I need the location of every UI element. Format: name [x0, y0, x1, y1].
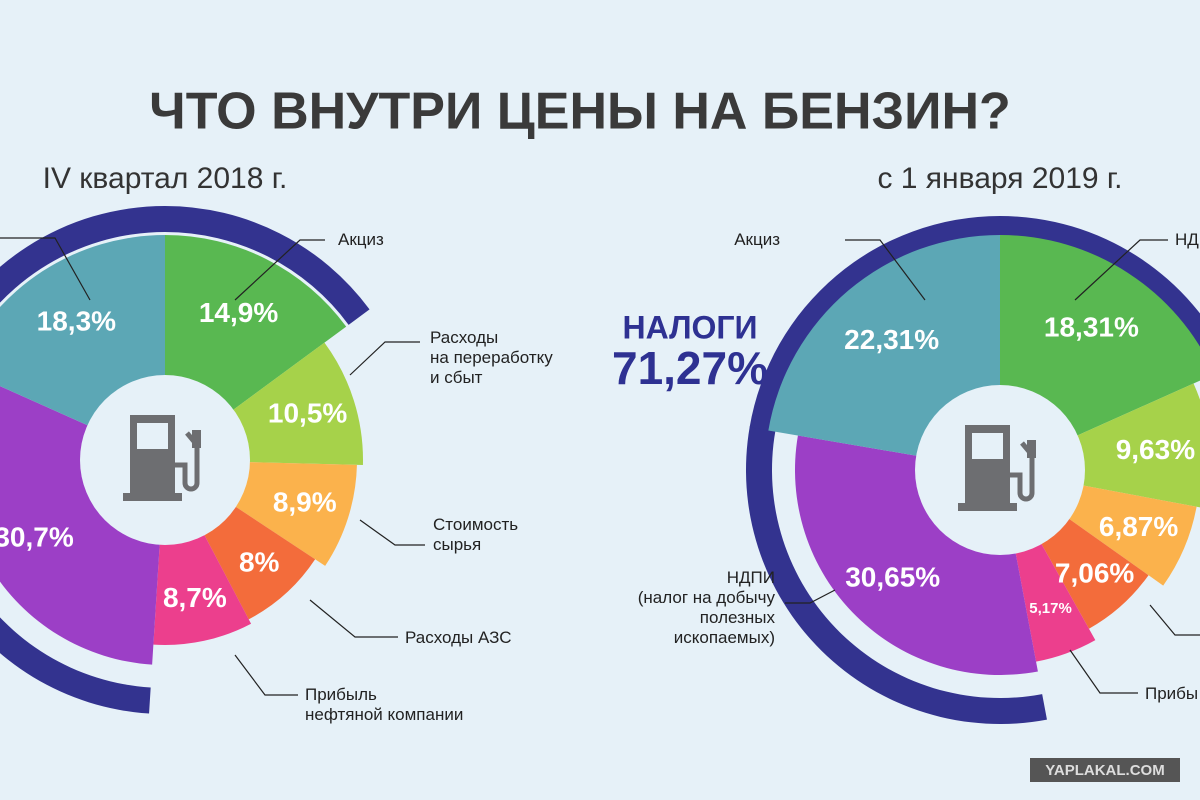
- pie-slice: [1000, 235, 1200, 436]
- slice-label: Стоимость сырья: [433, 515, 519, 554]
- watermark-box: [1030, 758, 1180, 782]
- leader-line: [1149, 604, 1200, 636]
- taxes-label: НАЛОГИ: [622, 309, 757, 345]
- pump-icon: [1027, 440, 1036, 458]
- pump-icon: [192, 430, 201, 448]
- pump-icon: [137, 423, 168, 449]
- value-label: 8,9%: [273, 486, 337, 517]
- slice-label: Прибы: [1145, 684, 1199, 703]
- value-label: 18,3%: [37, 306, 116, 337]
- leader-line: [309, 599, 398, 638]
- leader-line: [1069, 649, 1138, 694]
- slice-label: Акциз: [338, 230, 384, 249]
- slice-label: НД: [1175, 230, 1199, 249]
- leader-line: [234, 654, 298, 696]
- value-label: 30,65%: [845, 561, 940, 592]
- value-label: 22,31%: [844, 324, 939, 355]
- pie-slice: [1015, 543, 1096, 662]
- leader-line: [349, 341, 420, 376]
- pie-slice: [165, 235, 347, 411]
- pie-slice: [235, 462, 357, 566]
- tax-arc: [0, 206, 165, 303]
- pie-slice: [794, 435, 1038, 675]
- pump-icon: [972, 433, 1003, 459]
- pie-slice: [1068, 485, 1197, 586]
- slice-label: Прибыль нефтяной компании: [305, 685, 464, 724]
- leader-line: [234, 239, 325, 301]
- value-label: 8,7%: [163, 582, 227, 613]
- slice-label: НДПИ (налог на добычу полезных ископаемы…: [637, 568, 775, 647]
- slice-label: Расходы на переработку и сбыт: [430, 328, 553, 387]
- value-label: 5,17%: [1029, 600, 1072, 617]
- leader-line: [0, 237, 91, 301]
- subtitle: с 1 января 2019 г.: [877, 162, 1122, 195]
- value-label: 18,31%: [1044, 311, 1139, 342]
- tax-arc: [1000, 216, 1200, 361]
- tax-arc: [0, 617, 151, 714]
- tax-arc: [745, 426, 1047, 725]
- value-label: 7,06%: [1055, 558, 1134, 589]
- taxes-value: 71,27%: [612, 342, 768, 394]
- value-label: 14,9%: [199, 297, 278, 328]
- leader-line: [1074, 239, 1168, 301]
- title: ЧТО ВНУТРИ ЦЕНЫ НА БЕНЗИН?: [149, 83, 1011, 141]
- pump-icon: [175, 431, 200, 492]
- value-label: 30,7%: [0, 522, 74, 553]
- subtitle: IV квартал 2018 г.: [43, 162, 288, 195]
- pump-icon: [1010, 441, 1035, 502]
- leader-line: [845, 239, 926, 301]
- value-label: 10,5%: [268, 398, 347, 429]
- slice-label: Акциз: [734, 230, 780, 249]
- pie-slice: [153, 534, 252, 645]
- tax-arc: [165, 206, 370, 325]
- pie-slice: [0, 235, 165, 426]
- leader-line: [785, 589, 836, 604]
- pie-slice: [232, 342, 363, 465]
- leader-line: [359, 519, 425, 546]
- pie-slice: [0, 386, 160, 665]
- value-label: 9,63%: [1116, 434, 1195, 465]
- pie-slice: [1041, 518, 1149, 629]
- pie-slice: [768, 235, 1000, 456]
- pie-slice: [204, 506, 316, 620]
- watermark: YAPLAKAL.COM: [1045, 762, 1164, 779]
- slice-label: Расходы АЗС: [405, 628, 512, 647]
- pie-slice: [1076, 383, 1200, 508]
- value-label: 8%: [239, 547, 280, 578]
- value-label: 6,87%: [1099, 511, 1178, 542]
